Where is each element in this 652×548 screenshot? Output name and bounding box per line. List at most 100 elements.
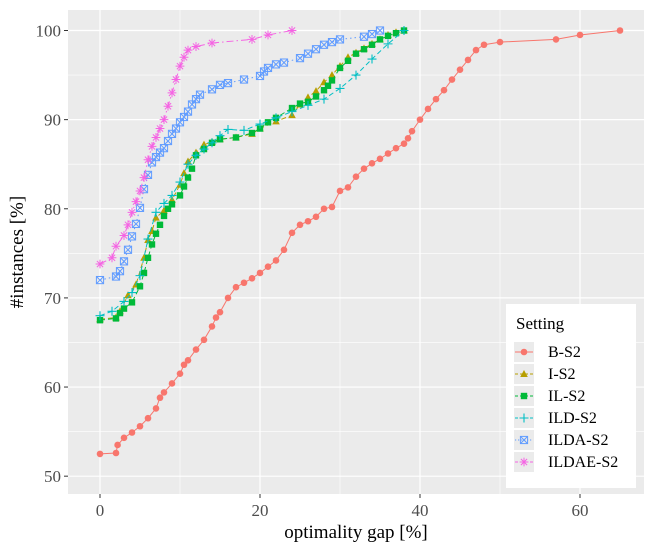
data-point-b-s2: [280, 246, 288, 254]
legend-key-marker: [519, 413, 529, 423]
data-point-il-s2: [312, 93, 320, 100]
data-point-i-s2: [124, 291, 132, 299]
data-point-ild-s2: [107, 306, 117, 316]
data-point-ild-s2: [191, 150, 201, 160]
data-point-ilda-s2: [375, 26, 385, 35]
data-point-ild-s2: [287, 107, 297, 117]
y-tick-label: 70: [44, 289, 61, 308]
data-point-b-s2: [344, 184, 352, 191]
data-point-b-s2: [160, 389, 168, 396]
data-point-ilda-s2: [303, 49, 313, 58]
data-point-b-s2: [240, 279, 248, 287]
data-point-ilda-s2: [207, 85, 217, 94]
y-tick-label: 90: [44, 111, 61, 130]
data-point-b-s2: [616, 27, 624, 34]
data-point-il-s2: [248, 129, 256, 137]
data-point-ild-s2: [199, 144, 209, 154]
legend-items: B-S2 I-S2 IL-S2 ILD-S2 ILDA-S2 ILDAE-S2: [514, 342, 618, 472]
data-point-ildae-s2: [95, 259, 105, 269]
data-point-b-s2: [288, 229, 296, 237]
data-point-ildae-s2: [123, 220, 133, 230]
data-point-ilda-s2: [359, 32, 369, 41]
data-point-ilda-s2: [119, 257, 129, 266]
data-point-il-s2: [232, 134, 240, 141]
data-point-ild-s2: [319, 94, 329, 104]
data-point-i-s2: [328, 71, 336, 79]
data-point-b-s2: [464, 56, 472, 64]
data-point-ild-s2: [351, 70, 361, 80]
data-point-b-s2: [256, 269, 264, 277]
legend-key-marker: [520, 348, 528, 356]
legend-item-ilda-s2: ILDA-S2: [514, 430, 608, 450]
data-point-ild-s2: [127, 288, 137, 298]
data-point-ilda-s2: [215, 80, 225, 89]
data-point-il-s2: [136, 283, 144, 290]
data-point-ildae-s2: [207, 38, 217, 48]
data-point-ild-s2: [367, 54, 377, 64]
data-point-b-s2: [96, 450, 104, 458]
data-point-il-s2: [140, 269, 148, 277]
data-point-b-s2: [416, 116, 424, 123]
data-point-b-s2: [248, 274, 256, 282]
data-point-il-s2: [296, 100, 304, 107]
data-point-il-s2: [184, 174, 192, 181]
data-point-ildae-s2: [131, 197, 141, 207]
data-point-ild-s2: [335, 83, 345, 93]
data-point-ilda-s2: [271, 60, 281, 69]
data-point-il-s2: [116, 309, 124, 317]
series-layer: [95, 26, 624, 458]
data-point-il-s2: [128, 299, 136, 306]
data-point-ildae-s2: [247, 35, 257, 44]
legend-label: B-S2: [548, 344, 581, 361]
data-point-ildae-s2: [179, 52, 189, 62]
data-point-b-s2: [128, 429, 136, 436]
data-point-ildae-s2: [139, 173, 149, 182]
data-point-ildae-s2: [147, 141, 157, 151]
data-point-ilda-s2: [311, 45, 321, 54]
data-point-ilda-s2: [239, 75, 249, 84]
x-axis-ticks: 0 20 40 60: [96, 494, 589, 520]
data-point-b-s2: [114, 441, 121, 449]
data-point-b-s2: [304, 217, 312, 225]
data-point-ildae-s2: [287, 26, 297, 35]
data-point-ilda-s2: [223, 78, 233, 88]
data-point-b-s2: [264, 263, 272, 271]
data-point-ild-s2: [399, 26, 409, 36]
data-point-il-s2: [144, 254, 152, 261]
legend-item-ildae-s2: ILDAE-S2: [514, 452, 618, 472]
data-point-ilda-s2: [367, 29, 377, 39]
data-point-b-s2: [168, 380, 176, 387]
data-point-b-s2: [120, 434, 128, 442]
data-point-ild-s2: [303, 100, 313, 110]
data-point-il-s2: [188, 165, 196, 172]
data-point-ildae-s2: [135, 186, 145, 196]
data-point-il-s2: [320, 87, 328, 94]
data-point-il-s2: [376, 36, 384, 43]
data-point-ildae-s2: [263, 30, 273, 40]
data-point-ilda-s2: [195, 90, 205, 99]
data-point-il-s2: [120, 305, 128, 312]
data-point-b-s2: [208, 323, 216, 330]
x-tick-label: 20: [252, 501, 269, 520]
data-point-ildae-s2: [127, 207, 137, 217]
data-point-b-s2: [496, 38, 504, 46]
data-point-b-s2: [384, 150, 392, 157]
grid-minor: [68, 10, 644, 494]
data-point-il-s2: [112, 315, 120, 322]
data-point-i-s2: [152, 213, 160, 221]
data-point-i-s2: [200, 140, 208, 148]
legend-title: Setting: [516, 314, 565, 333]
legend-key-marker: [520, 392, 528, 400]
data-point-ildae-s2: [159, 115, 169, 125]
data-point-b-s2: [232, 283, 240, 291]
data-point-ilda-s2: [279, 58, 289, 67]
data-point-ilda-s2: [135, 203, 145, 212]
data-point-b-s2: [432, 95, 440, 103]
y-tick-label: 100: [36, 22, 62, 41]
legend: Setting B-S2 I-S2 IL-S2 ILD-S2 ILDA-S2 ILDAE-…: [506, 304, 636, 488]
data-point-b-s2: [312, 213, 320, 221]
data-point-ildae-s2: [167, 88, 177, 98]
legend-key-marker: [520, 370, 528, 377]
data-point-b-s2: [376, 155, 384, 163]
